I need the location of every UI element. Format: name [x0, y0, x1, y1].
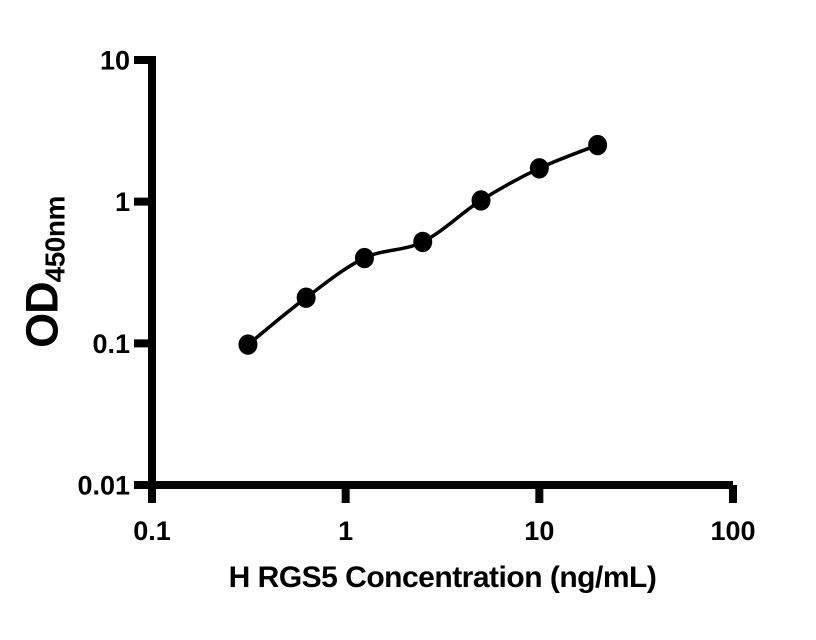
- y-axis-title-main: OD: [16, 282, 68, 348]
- data-point: [471, 190, 491, 211]
- x-tick-label: 1: [338, 516, 353, 546]
- x-axis-title: H RGS5 Concentration (ng/mL): [228, 561, 657, 594]
- y-tick-label: 0.1: [92, 329, 130, 359]
- x-tick-label: 10: [524, 516, 554, 546]
- x-tick-label: 100: [710, 516, 755, 546]
- data-point: [296, 287, 316, 308]
- data-point: [354, 247, 374, 269]
- data-point: [529, 158, 549, 179]
- y-tick-label: 0.01: [77, 471, 130, 501]
- data-point: [238, 334, 258, 355]
- y-tick-label: 1: [115, 187, 130, 217]
- data-point: [413, 231, 433, 253]
- y-axis-title: OD450nm: [17, 196, 72, 348]
- y-axis-title-subscript: 450nm: [39, 196, 71, 283]
- x-tick-label: 0.1: [133, 516, 171, 546]
- y-tick-label: 10: [100, 46, 130, 76]
- data-point: [588, 134, 608, 156]
